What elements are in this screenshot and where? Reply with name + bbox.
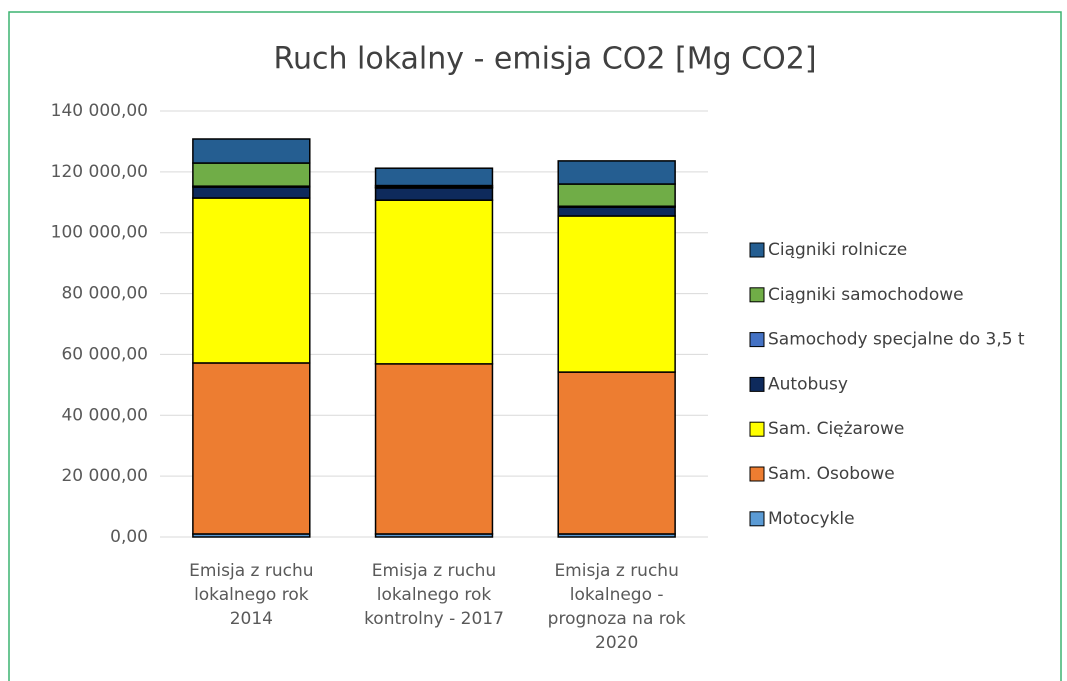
bar-segment bbox=[557, 371, 676, 535]
frame bbox=[8, 11, 1062, 681]
legend-label: Autobusy bbox=[768, 374, 848, 394]
legend-label: Sam. Ciężarowe bbox=[768, 419, 904, 439]
y-tick-label: 60 000,00 bbox=[61, 344, 148, 364]
bar-segment bbox=[557, 215, 676, 373]
legend-label: Sam. Osobowe bbox=[768, 464, 895, 484]
legend-label: Ciągniki samochodowe bbox=[768, 285, 964, 305]
legend-swatch bbox=[749, 242, 765, 258]
bar-segment bbox=[192, 162, 311, 187]
y-tick-label: 20 000,00 bbox=[61, 466, 148, 486]
y-tick-label: 120 000,00 bbox=[51, 162, 148, 182]
y-tick-label: 80 000,00 bbox=[61, 284, 148, 304]
legend-swatch bbox=[749, 332, 765, 348]
bar-segment bbox=[192, 138, 311, 164]
y-tick-label: 0,00 bbox=[110, 527, 148, 547]
bar-segment bbox=[374, 187, 494, 201]
chart-title: Ruch lokalny - emisja CO2 [Mg CO2] bbox=[273, 42, 816, 77]
legend-label: Motocykle bbox=[768, 509, 855, 529]
bar-segment bbox=[192, 362, 311, 535]
legend-label: Ciągniki rolnicze bbox=[768, 240, 907, 260]
x-tick-label: Emisja z ruchu lokalnego rok 2014 bbox=[189, 561, 314, 629]
bar-segment bbox=[374, 363, 494, 535]
bar-segment bbox=[557, 183, 676, 207]
legend-swatch bbox=[749, 511, 765, 527]
bar-segment bbox=[192, 197, 311, 364]
y-tick-label: 40 000,00 bbox=[61, 405, 148, 425]
legend-swatch bbox=[749, 287, 765, 303]
legend-swatch bbox=[749, 421, 765, 437]
legend-label: Samochody specjalne do 3,5 t bbox=[768, 330, 1025, 350]
bar-segment bbox=[557, 160, 676, 185]
y-tick-label: 140 000,00 bbox=[51, 101, 148, 121]
bar-segment bbox=[374, 199, 494, 365]
legend-swatch bbox=[749, 466, 765, 482]
y-tick-label: 100 000,00 bbox=[51, 223, 148, 243]
bar-segment bbox=[192, 186, 311, 199]
x-tick-label: Emisja z ruchu lokalnego - prognoza na r… bbox=[547, 561, 686, 653]
x-tick-label: Emisja z ruchu lokalnego rok kontrolny -… bbox=[364, 561, 504, 629]
bar-segment bbox=[557, 206, 676, 217]
legend-swatch bbox=[749, 376, 765, 392]
bar-segment bbox=[374, 167, 494, 187]
